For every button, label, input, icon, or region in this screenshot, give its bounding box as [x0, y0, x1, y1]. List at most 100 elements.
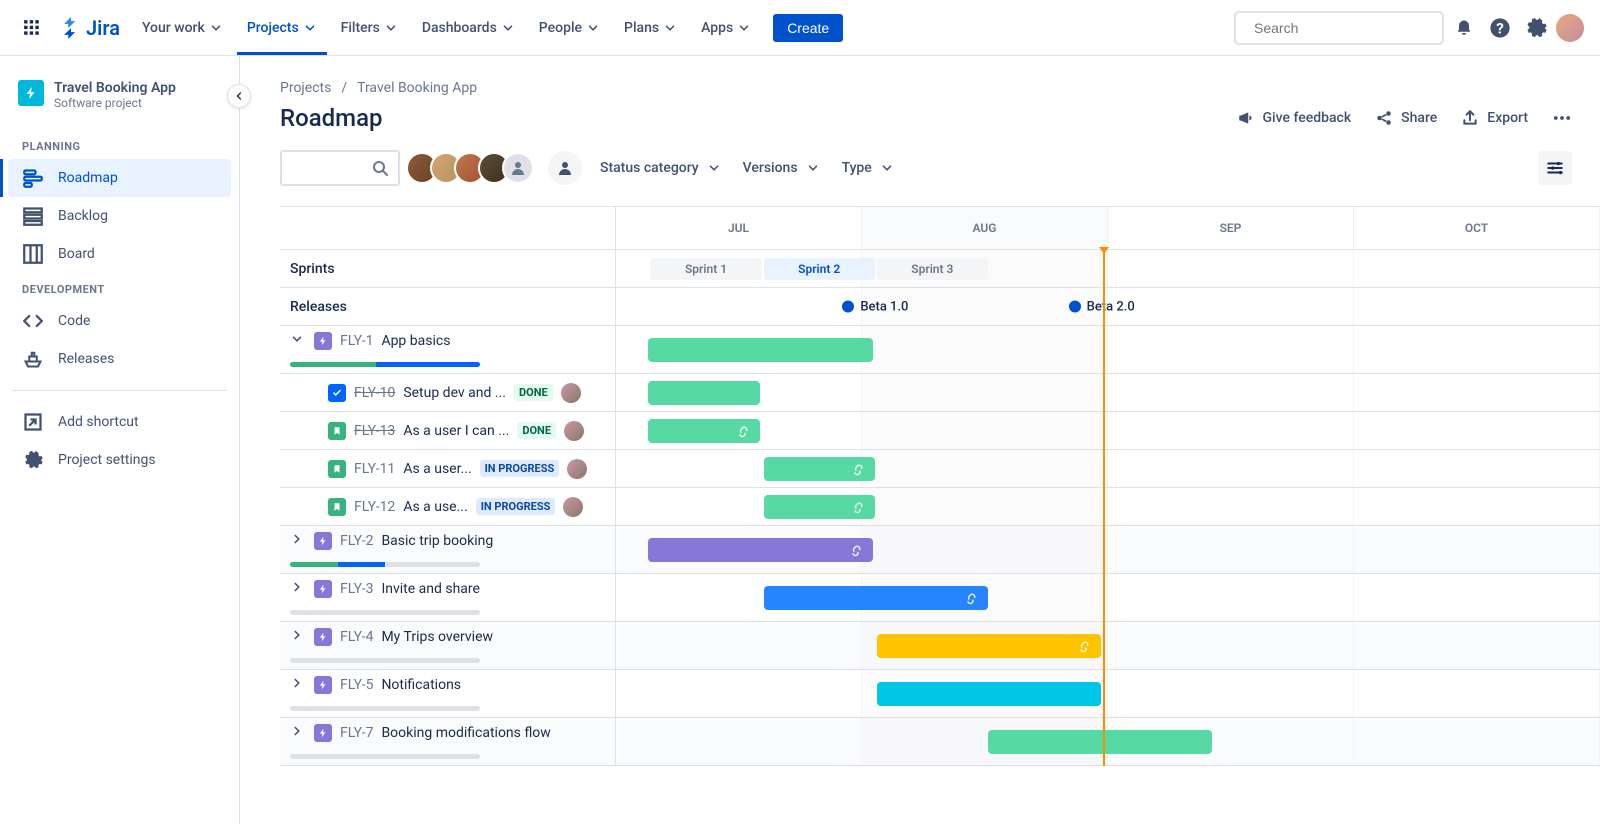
add-person-button[interactable] [548, 151, 582, 185]
board-icon [22, 243, 44, 265]
month-header: OCT [1354, 207, 1600, 249]
nav-projects[interactable]: Projects [237, 14, 327, 42]
nav-apps[interactable]: Apps [691, 14, 761, 42]
issue-title: As a user I can ... [403, 423, 509, 439]
timeline-bar[interactable] [764, 457, 875, 481]
timeline-bar[interactable] [648, 381, 759, 405]
expand-caret[interactable] [290, 532, 306, 550]
backlog-icon [22, 205, 44, 227]
collapse-sidebar-button[interactable] [227, 84, 251, 108]
assignee-filter[interactable] [414, 152, 534, 184]
nav-dashboards[interactable]: Dashboards [412, 14, 525, 42]
expand-caret[interactable] [290, 676, 306, 694]
timeline-bar[interactable] [877, 682, 1101, 706]
issue-key[interactable]: FLY-10 [354, 385, 395, 401]
more-actions-button[interactable] [1552, 108, 1572, 128]
issue-key[interactable]: FLY-12 [354, 499, 395, 515]
sidebar-item-roadmap[interactable]: Roadmap [8, 159, 231, 197]
story-icon [328, 460, 346, 478]
profile-avatar[interactable] [1556, 14, 1584, 42]
sidebar-item-board[interactable]: Board [8, 235, 231, 273]
main-content: Projects / Travel Booking App Roadmap Gi… [240, 56, 1600, 824]
epic-row[interactable]: FLY-5 Notifications [280, 670, 1600, 718]
epic-row[interactable]: FLY-1 App basics [280, 326, 1600, 374]
nav-people[interactable]: People [529, 14, 610, 42]
month-header: AUG [862, 207, 1108, 249]
issue-key[interactable]: FLY-1 [340, 333, 373, 349]
epic-row[interactable]: FLY-4 My Trips overview [280, 622, 1600, 670]
expand-caret[interactable] [290, 580, 306, 598]
sidebar-add-shortcut[interactable]: Add shortcut [8, 403, 231, 441]
unassigned-avatar[interactable] [502, 152, 534, 184]
issue-key[interactable]: FLY-3 [340, 581, 373, 597]
assignee-avatar[interactable] [564, 421, 584, 441]
export-button[interactable]: Export [1461, 109, 1528, 127]
epic-row[interactable]: FLY-2 Basic trip booking [280, 526, 1600, 574]
issue-row[interactable]: FLY-13 As a user I can ... DONE [280, 412, 1600, 450]
roadmap-search[interactable] [280, 150, 400, 186]
timeline-bar[interactable] [988, 730, 1212, 754]
timeline-bar[interactable] [648, 338, 872, 362]
versions-filter[interactable]: Versions [739, 154, 824, 182]
assignee-avatar[interactable] [561, 383, 581, 403]
app-switcher-icon[interactable] [16, 12, 48, 44]
breadcrumb: Projects / Travel Booking App [280, 80, 1600, 96]
nav-filters[interactable]: Filters [331, 14, 408, 42]
section-planning: PLANNING [8, 130, 231, 159]
create-button[interactable]: Create [773, 14, 843, 42]
issue-row[interactable]: FLY-10 Setup dev and ... DONE [280, 374, 1600, 412]
nav-your-work[interactable]: Your work [132, 14, 233, 42]
sidebar-item-backlog[interactable]: Backlog [8, 197, 231, 235]
timeline-bar[interactable] [648, 419, 759, 443]
issue-key[interactable]: FLY-5 [340, 677, 373, 693]
project-header[interactable]: Travel Booking App Software project [8, 80, 231, 130]
issue-row[interactable]: FLY-11 As a user... IN PROGRESS [280, 450, 1600, 488]
share-button[interactable]: Share [1375, 109, 1437, 127]
settings-icon[interactable] [1520, 12, 1552, 44]
expand-caret[interactable] [290, 724, 306, 742]
notifications-icon[interactable] [1448, 12, 1480, 44]
epic-row[interactable]: FLY-3 Invite and share [280, 574, 1600, 622]
expand-caret[interactable] [290, 628, 306, 646]
help-icon[interactable] [1484, 12, 1516, 44]
sidebar-item-releases[interactable]: Releases [8, 340, 231, 378]
timeline-bar[interactable] [764, 495, 875, 519]
breadcrumb-item[interactable]: Travel Booking App [357, 80, 477, 96]
project-type: Software project [54, 96, 176, 110]
expand-caret[interactable] [290, 332, 306, 350]
issue-key[interactable]: FLY-7 [340, 725, 373, 741]
assignee-avatar[interactable] [567, 459, 587, 479]
issue-key[interactable]: FLY-11 [354, 461, 395, 477]
sidebar-item-code[interactable]: Code [8, 302, 231, 340]
global-search[interactable] [1234, 11, 1444, 45]
jira-logo[interactable]: Jira [52, 16, 128, 40]
release-marker[interactable]: Beta 2.0 [1069, 299, 1135, 314]
status-filter[interactable]: Status category [596, 154, 725, 182]
epic-row[interactable]: FLY-7 Booking modifications flow [280, 718, 1600, 766]
issue-key[interactable]: FLY-13 [354, 423, 395, 439]
issue-key[interactable]: FLY-4 [340, 629, 373, 645]
release-marker[interactable]: Beta 1.0 [842, 299, 908, 314]
issue-key[interactable]: FLY-2 [340, 533, 373, 549]
timeline-bar[interactable] [877, 634, 1101, 658]
search-input[interactable] [1254, 20, 1435, 36]
breadcrumb-item[interactable]: Projects [280, 80, 331, 96]
issue-title: App basics [381, 333, 450, 349]
sidebar-project-settings[interactable]: Project settings [8, 441, 231, 479]
view-settings-button[interactable] [1538, 151, 1572, 185]
releases-row: Releases Beta 1.0Beta 2.0 [280, 288, 1600, 326]
nav-plans[interactable]: Plans [614, 14, 687, 42]
progress-bar [290, 562, 480, 567]
assignee-avatar[interactable] [563, 497, 583, 517]
issue-row[interactable]: FLY-12 As a use... IN PROGRESS [280, 488, 1600, 526]
type-filter[interactable]: Type [838, 154, 898, 182]
sprint-chip[interactable]: Sprint 3 [877, 258, 988, 280]
timeline-bar[interactable] [648, 538, 872, 562]
sprints-row: Sprints Sprint 1Sprint 2Sprint 3 [280, 250, 1600, 288]
project-icon [18, 80, 44, 106]
sprint-chip[interactable]: Sprint 1 [650, 258, 761, 280]
sprint-chip[interactable]: Sprint 2 [764, 258, 875, 280]
product-name: Jira [86, 16, 120, 40]
timeline-bar[interactable] [764, 586, 988, 610]
feedback-button[interactable]: Give feedback [1237, 109, 1352, 127]
